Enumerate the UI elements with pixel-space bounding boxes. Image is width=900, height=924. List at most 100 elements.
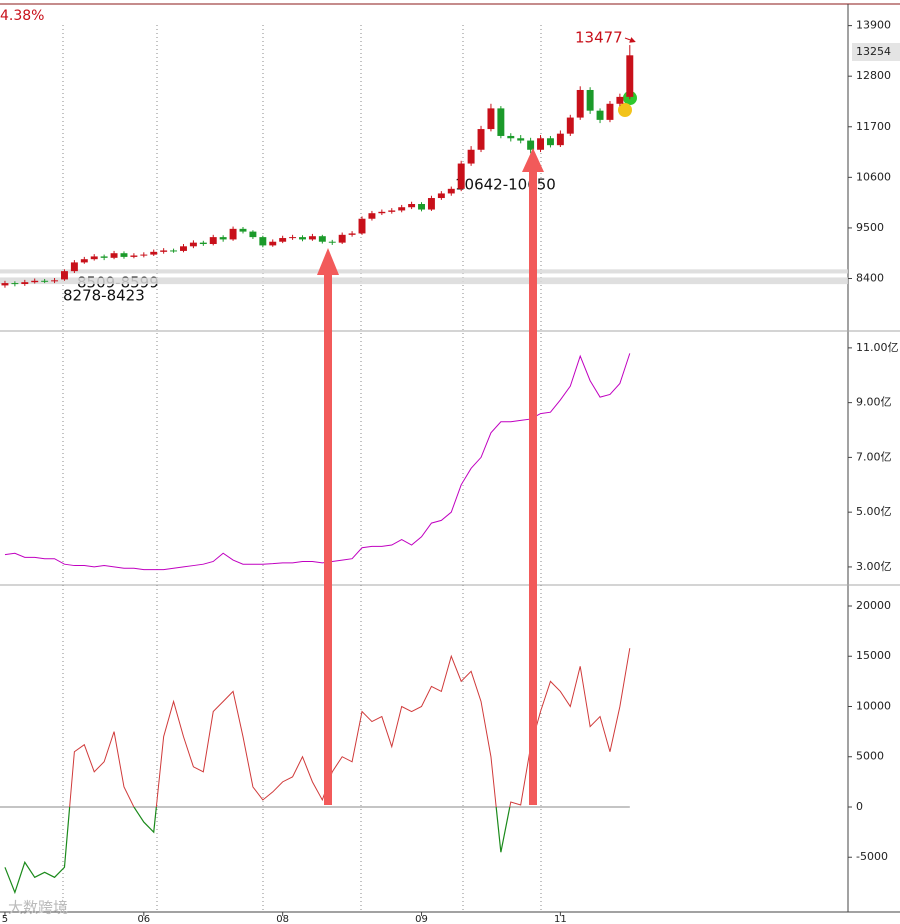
candle-body xyxy=(626,55,634,97)
y-tick-label: 8400 xyxy=(856,272,884,285)
candle-body xyxy=(467,149,475,164)
candle-body xyxy=(477,129,485,150)
candle-body xyxy=(100,256,108,258)
candle-body xyxy=(447,188,455,194)
arrows xyxy=(317,148,544,805)
icon xyxy=(618,103,632,117)
y-tick-label: 20000 xyxy=(856,599,891,612)
annotation: 10642-10650 xyxy=(455,176,556,194)
watermark: 大数跨境 xyxy=(8,899,68,917)
candle-body xyxy=(70,262,78,272)
series-line xyxy=(69,648,631,807)
price-band xyxy=(0,269,848,274)
candle-body xyxy=(378,211,386,214)
candle-body xyxy=(21,282,29,285)
change-label: 4.38% xyxy=(0,8,44,24)
y-tick-label: 9.00亿 xyxy=(856,396,892,409)
candle-body xyxy=(616,96,624,104)
candle-body xyxy=(110,253,118,258)
candle-body xyxy=(229,228,237,240)
candle-body xyxy=(41,280,49,282)
x-tick-label: 06 xyxy=(137,914,150,924)
candle-body xyxy=(427,198,435,210)
series-line xyxy=(4,353,631,571)
candle-body xyxy=(606,103,614,120)
x-tick-label: 08 xyxy=(276,914,289,924)
candle-body xyxy=(160,250,168,252)
candle-body xyxy=(269,241,277,246)
candle-body xyxy=(219,237,227,240)
candle-body xyxy=(546,138,554,146)
candle-body xyxy=(338,234,346,243)
y-tick-label: 3.00亿 xyxy=(856,560,892,573)
candle-body xyxy=(31,280,39,283)
candle-body xyxy=(586,89,594,111)
candle-body xyxy=(51,280,59,282)
candle-body xyxy=(1,283,9,286)
candle-body xyxy=(507,135,515,139)
candle-body xyxy=(388,210,396,212)
candle-body xyxy=(130,255,138,257)
candle-body xyxy=(209,237,217,245)
candle-body xyxy=(150,251,158,255)
candle-body xyxy=(398,207,406,211)
candle-body xyxy=(517,138,525,141)
candle-body xyxy=(189,242,197,247)
candle-body xyxy=(348,233,356,235)
candle-body xyxy=(249,231,257,238)
high-pointer xyxy=(624,37,636,43)
candle-body xyxy=(239,228,247,232)
candle-body xyxy=(60,271,68,280)
candle-body xyxy=(318,236,326,242)
candle-body xyxy=(308,236,316,240)
x-tick-label: 5 xyxy=(2,914,8,924)
candle-body xyxy=(170,250,178,252)
y-tick-label: 12800 xyxy=(856,69,891,82)
candle-body xyxy=(180,246,187,251)
candle-body xyxy=(259,237,267,246)
y-tick-label: 11700 xyxy=(856,120,891,133)
y-tick-label: 7.00亿 xyxy=(856,450,892,463)
candle-body xyxy=(418,204,425,210)
arrow xyxy=(522,148,544,805)
candle-body xyxy=(328,241,336,243)
y-tick-label: 0 xyxy=(856,800,863,813)
candle-body xyxy=(437,193,445,199)
candle-body xyxy=(527,140,535,150)
candle-body xyxy=(120,253,128,257)
candle-body xyxy=(566,117,574,134)
candle-body xyxy=(289,237,297,239)
candle-body xyxy=(199,242,207,245)
candle-body xyxy=(537,138,545,150)
last-price-box xyxy=(852,43,900,61)
y-tick-label: 15000 xyxy=(856,649,891,662)
y-tick-label: 5000 xyxy=(856,750,884,763)
candle-body xyxy=(80,259,88,263)
candle-body xyxy=(497,108,505,136)
x-tick-label: 11 xyxy=(554,914,567,924)
candle-body xyxy=(556,133,564,146)
candle-body xyxy=(90,256,98,260)
last-price-label: 13254 xyxy=(856,45,891,58)
y-tick-label: 10600 xyxy=(856,170,891,183)
y-tick-label: 13900 xyxy=(856,19,891,32)
annotation: 8278-8423 xyxy=(63,287,145,305)
candle-body xyxy=(596,110,604,120)
high-label: 13477 xyxy=(575,29,623,47)
arrow xyxy=(317,248,339,805)
y-tick-label: -5000 xyxy=(856,850,888,863)
candle-body xyxy=(279,238,287,242)
candle-body xyxy=(140,254,148,256)
candle-body xyxy=(358,218,366,234)
candle-body xyxy=(408,204,416,208)
y-tick-label: 9500 xyxy=(856,221,884,234)
y-tick-label: 11.00亿 xyxy=(856,341,899,354)
candle-body xyxy=(11,283,19,285)
y-tick-label: 5.00亿 xyxy=(856,505,892,518)
candle-body xyxy=(576,89,584,118)
y-tick-label: 10000 xyxy=(856,699,891,712)
x-tick-label: 09 xyxy=(415,914,428,924)
candle-body xyxy=(299,237,306,240)
price-band xyxy=(0,277,848,285)
